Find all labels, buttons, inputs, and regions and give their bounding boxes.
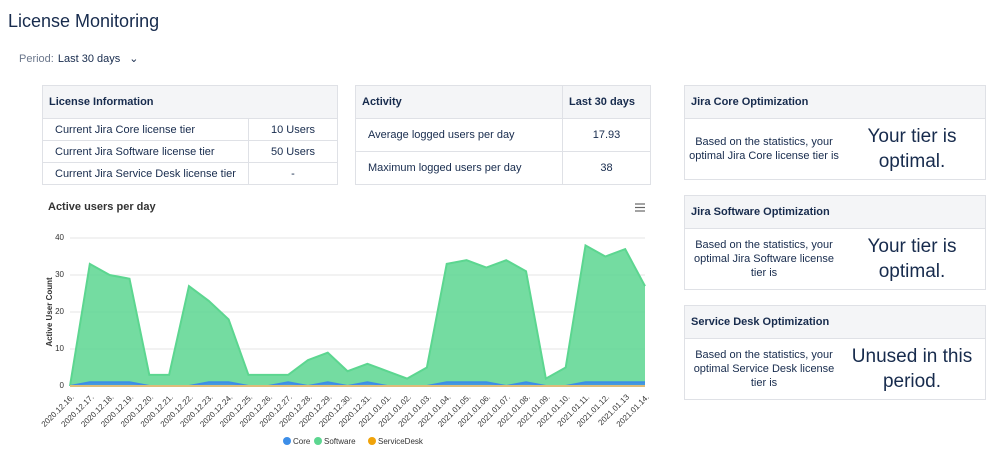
- menu-icon[interactable]: [635, 203, 645, 212]
- card-result: Your tier is optimal.: [867, 126, 957, 172]
- card: Jira Software Optimization Based on the s…: [684, 195, 986, 290]
- card-title: Service Desk Optimization: [685, 306, 985, 339]
- chart-title: Active users per day: [48, 201, 156, 213]
- y-tick-label: 40: [55, 233, 64, 242]
- period-label: Period:: [19, 53, 54, 65]
- cell: 10 Users: [248, 118, 338, 141]
- y-axis-title: Active User Count: [45, 277, 54, 347]
- area-line: [69, 243, 646, 387]
- y-tick-label: 30: [55, 270, 64, 279]
- card-text: Based on the statistics, your optimal Ji…: [689, 136, 839, 162]
- legend-marker: [283, 437, 291, 445]
- period-select[interactable]: Period: Last 30 days ⌄: [19, 52, 139, 65]
- card-title: Jira Core Optimization: [685, 86, 985, 119]
- y-tick-label: 0: [60, 381, 65, 390]
- legend-label: Core: [293, 437, 311, 446]
- card-result: Your tier is optimal.: [867, 236, 957, 282]
- cell: Current Jira Service Desk license tier: [42, 162, 249, 185]
- y-tick-label: 10: [55, 344, 64, 353]
- legend-label: Software: [324, 437, 356, 446]
- card-text: Based on the statistics, your optimal Ji…: [693, 239, 834, 279]
- period-value[interactable]: Last 30 days: [57, 53, 121, 65]
- legend-label: ServiceDesk: [378, 437, 424, 446]
- license-table: License Information Current Jira Core li…: [42, 85, 338, 185]
- legend-marker: [368, 437, 376, 445]
- cell: Current Jira Software license tier: [42, 140, 249, 163]
- card-text: Based on the statistics, your optimal Se…: [693, 349, 835, 389]
- activity-table: Activity Last 30 days Average logged user…: [355, 85, 651, 185]
- cell: 50 Users: [248, 140, 338, 163]
- cell: -: [248, 162, 338, 185]
- cell: Maximum logged users per day: [355, 151, 563, 185]
- legend-marker: [314, 437, 322, 445]
- y-tick-label: 20: [55, 307, 64, 316]
- card: Jira Core Optimization Based on the stati…: [684, 85, 986, 180]
- cell: Current Jira Core license tier: [42, 118, 249, 141]
- card-result: Unused in this period.: [851, 346, 973, 392]
- chart: Active users per day Active User Count 0…: [40, 201, 651, 446]
- card: Service Desk Optimization Based on the st…: [684, 305, 986, 400]
- caret: ⌄: [129, 53, 139, 65]
- table-header: License Information: [42, 85, 338, 119]
- area-fill: [70, 245, 645, 386]
- cell: 38: [562, 151, 651, 185]
- card-title: Jira Software Optimization: [685, 196, 985, 229]
- page-title: License Monitoring: [8, 11, 160, 31]
- cell: Average logged users per day: [355, 118, 563, 152]
- table-header: Activity: [355, 85, 563, 119]
- table-header: Last 30 days: [562, 85, 651, 119]
- cell: 17.93: [562, 118, 651, 152]
